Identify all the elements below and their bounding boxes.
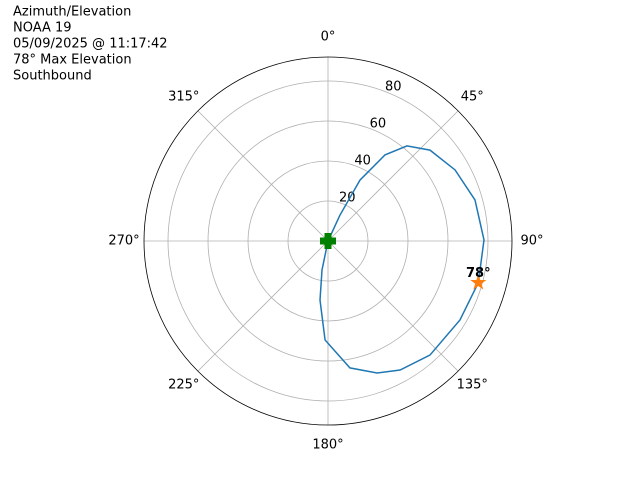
r-tick-label: 60 (370, 117, 387, 132)
max-marker (470, 274, 487, 290)
title-line: NOAA 19 (13, 21, 72, 36)
r-tick-label: 40 (354, 154, 371, 169)
grid-spoke (197, 240, 329, 372)
grid-spoke (197, 110, 329, 242)
max-label: 78° (466, 266, 491, 281)
title-line: Azimuth/Elevation (13, 5, 131, 20)
track-line (319, 145, 485, 374)
grid-spoke (327, 240, 459, 372)
theta-tick-label: 0° (321, 30, 336, 45)
theta-tick-label: 180° (312, 438, 343, 453)
theta-tick-label: 270° (108, 234, 139, 249)
title-line: 05/09/2025 @ 11:17:42 (13, 37, 168, 52)
polar-frame (143, 56, 513, 426)
theta-tick-label: 315° (168, 89, 199, 104)
r-tick-label: 80 (385, 80, 402, 95)
start-marker (320, 233, 336, 249)
theta-tick-label: 225° (168, 378, 199, 393)
theta-tick-label: 90° (520, 234, 543, 249)
grid-spoke (327, 110, 459, 242)
title-line: 78° Max Elevation (13, 53, 132, 68)
title-line: Southbound (13, 69, 92, 84)
theta-tick-label: 135° (457, 378, 488, 393)
theta-tick-label: 45° (461, 89, 484, 104)
